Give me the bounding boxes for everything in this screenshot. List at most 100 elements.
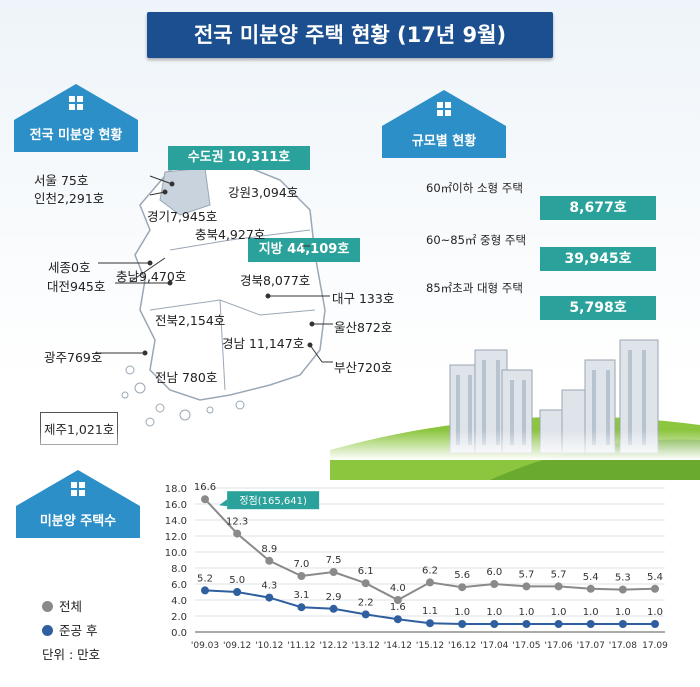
data-point — [586, 584, 595, 593]
data-point — [201, 495, 209, 504]
legend-total: 전체 — [42, 596, 82, 615]
data-point — [554, 582, 563, 591]
data-point — [458, 583, 467, 592]
local-total-badge: 지방 44,109호 — [248, 238, 360, 262]
section-national-label: 전국 미분양 현황 — [14, 120, 138, 152]
region-chungbuk: 충북4,927호 — [195, 227, 266, 242]
y-tick-label: 2.0 — [171, 612, 187, 623]
data-point — [361, 610, 370, 619]
data-point — [297, 603, 306, 612]
annotation-box — [227, 491, 320, 510]
data-point — [522, 620, 531, 628]
window-icon — [71, 482, 85, 496]
x-tick-labels: '09.03 '09.12 '10.12 '11.12 '12.12 '13.12 '14.… — [191, 641, 668, 651]
house-by-size: 규모별 현황 — [382, 90, 506, 158]
legend-total-label: 전체 — [59, 599, 83, 614]
data-label: 16.6 — [194, 482, 216, 493]
data-point — [490, 620, 499, 628]
data-point — [361, 579, 370, 588]
data-label: 1.0 — [551, 607, 567, 618]
size-small-label: 60㎡이하 소형 주택 — [426, 181, 523, 195]
region-incheon: 인천2,291호 — [34, 191, 105, 206]
region-sejong: 세종0호 — [48, 260, 91, 275]
size-large-label: 85㎡초과 대형 주택 — [426, 281, 523, 295]
line-chart: 0.0 2.0 4.0 6.0 8.0 10.0 12.0 14.0 16.0 18.0 '09.… — [165, 482, 668, 651]
data-label: 5.2 — [197, 573, 213, 584]
size-large-value: 5,798호 — [540, 296, 656, 320]
data-point — [393, 596, 402, 604]
y-tick-labels: 0.0 2.0 4.0 6.0 8.0 10.0 12.0 14.0 16.0 18.0 — [165, 484, 187, 639]
x-tick-label: 17.09 — [642, 641, 668, 651]
y-tick-label: 12.0 — [165, 532, 187, 543]
unit-label: 단위 : 만호 — [42, 647, 101, 662]
data-point — [651, 584, 659, 593]
data-label: 6.0 — [486, 567, 502, 578]
size-medium-label: 60~85㎡ 중형 주택 — [426, 233, 527, 247]
y-tick-label: 14.0 — [165, 516, 187, 527]
data-point — [618, 620, 627, 628]
data-label: 1.6 — [390, 602, 406, 613]
data-label: 1.0 — [647, 607, 663, 618]
legend-completed: 준공 후 — [42, 620, 97, 639]
data-label: 7.0 — [293, 559, 309, 570]
house-national: 전국 미분양 현황 — [14, 84, 138, 152]
data-label: 1.0 — [454, 607, 470, 618]
data-label: 5.6 — [454, 570, 470, 581]
x-tick-label: '11.12 — [287, 641, 315, 651]
region-gangwon: 강원3,094호 — [228, 185, 299, 200]
islands — [121, 365, 245, 427]
data-label: 3.1 — [293, 590, 309, 601]
data-label: 1.1 — [422, 606, 438, 617]
korea-map — [121, 160, 326, 427]
section-count-label: 미분양 주택수 — [16, 506, 140, 538]
region-gyeonggi: 경기7,945호 — [147, 209, 218, 224]
x-tick-label: '17.07 — [577, 641, 605, 651]
data-label: 4.3 — [261, 581, 277, 592]
metro-total-badge: 수도권 10,311호 — [168, 146, 310, 170]
x-tick-label: '17.05 — [512, 641, 540, 651]
house-count: 미분양 주택수 — [16, 470, 140, 538]
window-icon — [437, 102, 451, 116]
window-icon — [69, 96, 83, 110]
data-label: 1.0 — [615, 607, 631, 618]
data-point — [426, 619, 434, 628]
x-tick-label: '14.12 — [384, 641, 412, 651]
data-point — [426, 578, 434, 587]
legend-completed-label: 준공 후 — [59, 623, 98, 638]
size-medium-value: 39,945호 — [540, 247, 656, 271]
data-point — [329, 568, 338, 576]
region-chungnam: 충남9,470호 — [116, 269, 187, 284]
data-label: 1.0 — [583, 607, 599, 618]
annotation-label: 정점(165,641) — [239, 495, 307, 507]
data-label: 5.4 — [583, 572, 599, 583]
region-jeonbuk: 전북2,154호 — [155, 313, 226, 328]
region-jeonnam: 전남 780호 — [155, 370, 218, 385]
x-tick-label: '09.03 — [191, 641, 219, 651]
region-daejeon: 대전945호 — [47, 279, 106, 294]
region-gyeongbuk: 경북8,077호 — [240, 273, 311, 288]
peak-annotation: 정점(165,641) — [219, 491, 320, 510]
page-title: 전국 미분양 주택 현황 (17년 9월) — [147, 12, 553, 58]
data-point — [522, 582, 531, 591]
korea-mainland — [134, 160, 326, 401]
data-point — [265, 593, 274, 602]
region-daegu: 대구 133호 — [332, 291, 395, 306]
region-border — [169, 229, 311, 251]
building-windows — [456, 350, 646, 445]
data-label: 2.2 — [358, 597, 374, 608]
data-point — [586, 620, 595, 628]
data-point — [265, 556, 274, 565]
data-point — [297, 572, 306, 580]
data-label: 12.3 — [226, 517, 248, 528]
data-labels: 16.6 12.3 8.9 7.0 7.5 6.1 4.0 6.2 5.6 6.0 5.7 5.7 5.… — [194, 482, 663, 618]
y-tick-label: 0.0 — [171, 628, 187, 639]
x-tick-label: '17.06 — [544, 641, 573, 651]
region-border — [149, 299, 316, 316]
y-tick-label: 6.0 — [171, 580, 187, 591]
data-point — [458, 620, 467, 628]
data-point — [233, 529, 242, 538]
data-point — [329, 604, 338, 613]
x-tick-label: '16.12 — [448, 641, 476, 651]
